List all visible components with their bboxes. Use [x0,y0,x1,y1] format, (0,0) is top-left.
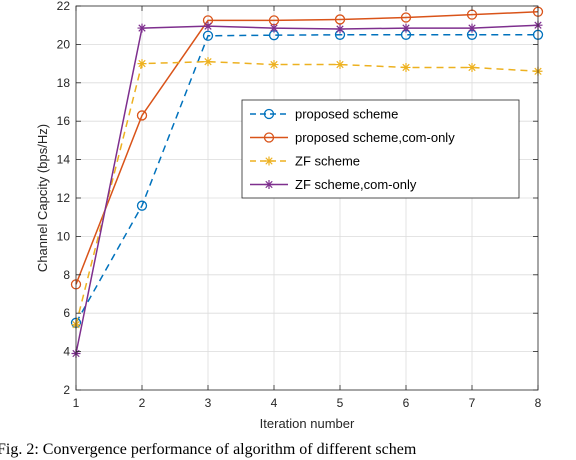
legend-marker [263,132,275,143]
data-point [269,23,279,33]
x-axis-label: Iteration number [260,416,355,431]
x-tick-label: 6 [403,396,410,410]
data-point [203,57,213,67]
data-point [335,60,345,70]
y-tick-label: 16 [57,114,71,128]
data-point [202,30,214,41]
y-tick-label: 10 [57,229,71,243]
legend-entry-label: proposed scheme,com-only [295,130,455,145]
x-tick-label: 3 [205,396,212,410]
data-point [400,12,412,23]
data-point [467,62,477,72]
legend-marker [264,156,274,166]
legend-marker [263,108,275,120]
legend-marker [264,180,274,189]
legend: proposed scheme proposed scheme,com-only Z… [241,99,520,199]
legend-entry-label: ZF scheme,com-only [295,177,417,192]
data-point [401,23,411,33]
y-axis-label: Channel Capcity (bps/Hz) [35,124,50,272]
data-point [467,23,477,33]
legend-box [241,99,520,199]
y-tick-label: 18 [57,76,71,90]
x-tick-label: 2 [139,396,146,410]
data-point [401,62,411,72]
x-tick-label: 5 [337,396,344,410]
y-tick-label: 20 [57,37,71,51]
series-line [75,34,538,324]
y-tick-label: 12 [57,191,71,205]
series-line [75,24,539,354]
x-tick-label: 4 [271,396,278,410]
data-point [334,14,346,25]
y-tick-label: 4 [63,345,70,359]
series-zf-scheme [71,57,543,330]
x-tick-label: 8 [535,396,542,410]
series-layer [70,6,544,359]
legend-entry-label: proposed scheme [295,107,398,122]
y-tick-label: 22 [57,0,71,13]
y-tick-label: 14 [57,153,71,167]
y-tick-label: 2 [63,383,70,397]
data-point [335,24,345,34]
series-line [75,11,539,285]
data-point [137,59,147,69]
y-tick-label: 6 [63,306,70,320]
legend-entry-label: ZF scheme [295,154,360,169]
x-tick-label: 1 [73,396,80,410]
series-line [75,60,539,325]
data-point [137,23,147,33]
y-tick-label: 8 [63,268,70,282]
data-point [136,200,148,211]
data-point [136,110,148,121]
data-point [203,21,213,31]
data-point [269,60,279,70]
figure-caption: Fig. 2: Convergence performance of algor… [0,441,417,458]
x-tick-label: 7 [469,396,476,410]
